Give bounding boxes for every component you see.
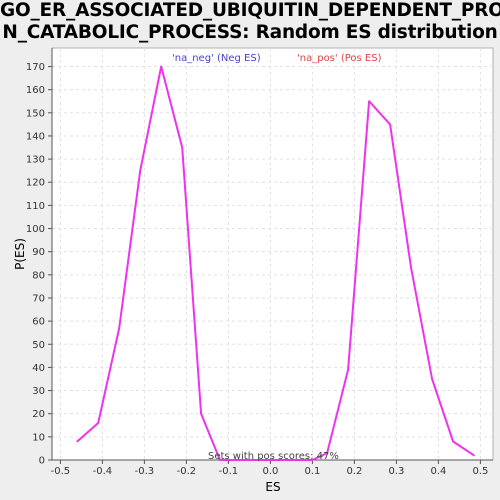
data-point (76, 440, 78, 443)
y-tick-label: 80 (32, 270, 45, 281)
data-point (219, 459, 221, 461)
y-tick-label: 0 (39, 456, 45, 467)
y-tick-label: 70 (32, 293, 45, 304)
data-point (368, 100, 370, 103)
data-point (139, 169, 141, 172)
x-tick-label: -0.5 (51, 466, 71, 477)
data-point (431, 378, 433, 380)
x-tick-label: 0.2 (346, 466, 362, 477)
x-tick-label: 0.1 (304, 466, 320, 477)
chart-title-line-2: N_CATABOLIC_PROCESS: Random ES distribut… (2, 22, 498, 43)
x-tick-label: 0.3 (388, 466, 404, 477)
y-tick-label: 150 (26, 108, 45, 119)
y-tick-label: 170 (26, 62, 45, 73)
x-tick-label: -0.2 (177, 466, 197, 477)
y-axis-label: P(ES) (13, 238, 27, 270)
x-tick-label: -0.3 (135, 466, 155, 477)
y-tick-label: 20 (32, 409, 45, 420)
data-point (389, 123, 391, 126)
y-tick-label: 30 (32, 386, 45, 397)
data-point (181, 146, 183, 149)
x-tick-label: 0.5 (472, 466, 488, 477)
data-point (326, 452, 328, 454)
annotation-pos-scores: Sets with pos scores: 47% (208, 451, 339, 462)
y-tick-label: 110 (26, 201, 45, 212)
x-axis-label: ES (265, 480, 280, 494)
legend-pos-label: 'na_pos' (Pos ES) (297, 53, 382, 64)
data-point (452, 440, 454, 443)
y-tick-label: 10 (32, 432, 45, 443)
series-layer (76, 65, 475, 461)
y-tick-label: 60 (32, 317, 45, 328)
data-point (311, 459, 314, 461)
plot-area (51, 47, 494, 461)
y-tick-label: 120 (26, 178, 45, 189)
x-tick-label: -0.1 (219, 466, 239, 477)
x-tick-label: 0.0 (262, 466, 278, 477)
data-point (97, 422, 99, 424)
axes: -0.5 -0.4 -0.3 -0.2 -0.1 0.0 0.1 0.2 0.3 0.4 0.5 0 1… (26, 48, 493, 477)
y-tick-label: 130 (26, 155, 45, 166)
data-point (118, 327, 120, 329)
data-point (347, 368, 349, 371)
y-tick-label: 40 (32, 363, 45, 374)
x-tick-label: -0.4 (93, 466, 113, 477)
chart-title: GO_ER_ASSOCIATED_UBIQUITIN_DEPENDENT_PRO… (0, 0, 500, 44)
data-point (160, 65, 162, 68)
data-point (473, 454, 475, 457)
data-point (200, 412, 202, 415)
y-tick-label: 140 (26, 131, 45, 142)
y-tick-label: 90 (32, 247, 45, 258)
y-tick-label: 50 (32, 340, 45, 351)
y-tick-label: 100 (26, 224, 45, 235)
grid (52, 48, 493, 461)
chart-title-line-1: GO_ER_ASSOCIATED_UBIQUITIN_DEPENDENT_PRO… (0, 0, 500, 21)
legend-neg-label: 'na_neg' (Neg ES) (172, 53, 261, 64)
x-tick-label: 0.4 (430, 466, 446, 477)
y-tick-label: 160 (26, 85, 45, 96)
data-point (410, 267, 412, 269)
